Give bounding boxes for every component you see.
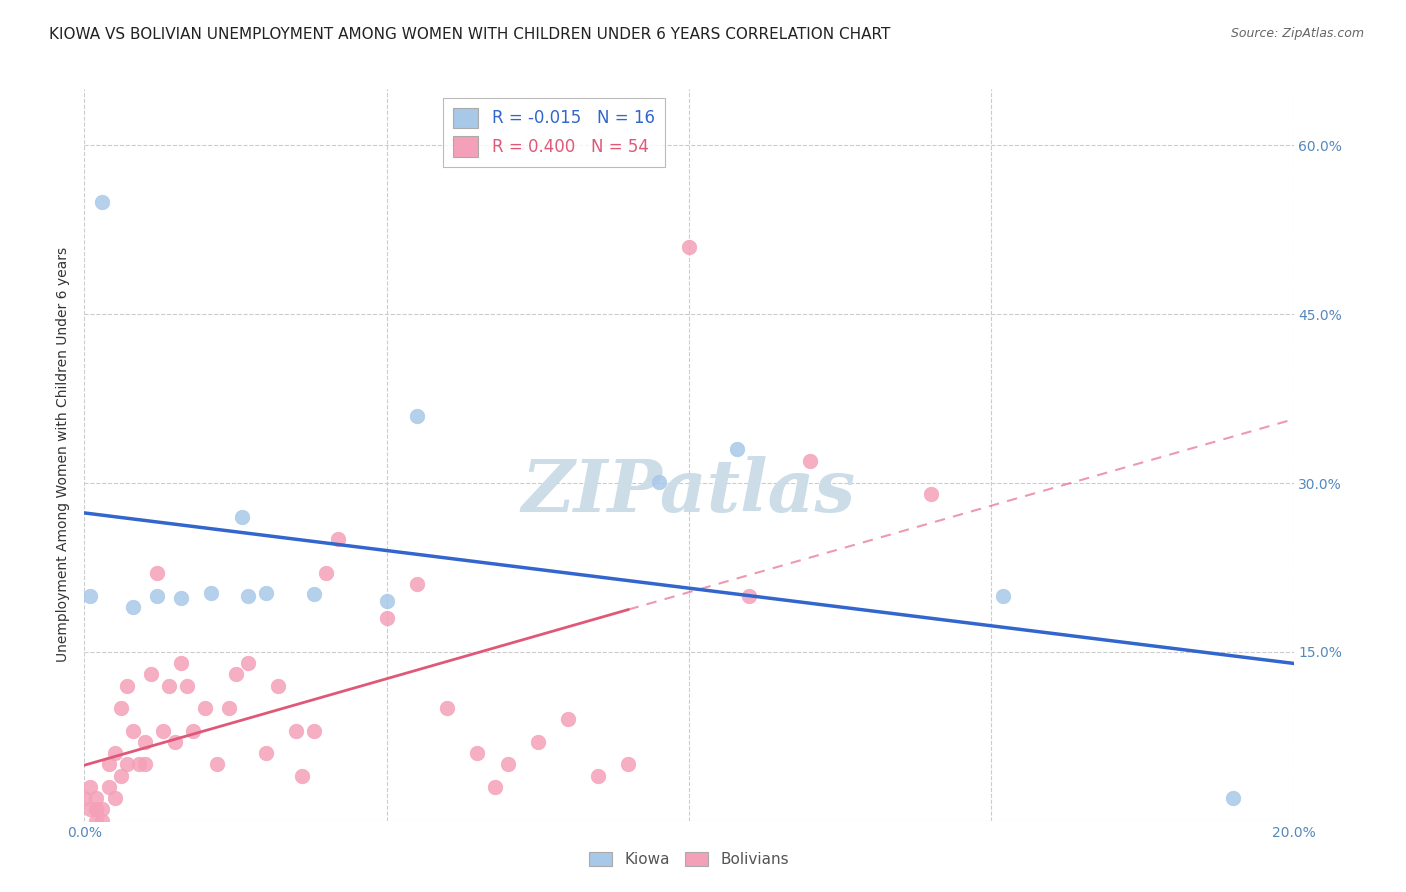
Point — [254, 746, 277, 760]
Point — [406, 409, 429, 423]
Point — [375, 611, 398, 625]
Point — [165, 735, 187, 749]
Point — [920, 487, 942, 501]
Point — [115, 679, 138, 693]
Point — [993, 589, 1015, 603]
Point — [121, 599, 143, 614]
Point — [799, 453, 821, 467]
Point — [91, 194, 114, 209]
Point — [725, 442, 748, 457]
Text: ZIPatlas: ZIPatlas — [522, 456, 856, 527]
Point — [678, 240, 700, 254]
Point — [79, 780, 101, 794]
Point — [110, 701, 132, 715]
Point — [86, 791, 108, 805]
Point — [291, 769, 314, 783]
Point — [170, 591, 193, 605]
Point — [527, 735, 550, 749]
Point — [86, 814, 108, 828]
Y-axis label: Unemployment Among Women with Children Under 6 years: Unemployment Among Women with Children U… — [56, 247, 70, 663]
Point — [375, 594, 398, 608]
Point — [207, 757, 229, 772]
Point — [254, 586, 277, 600]
Point — [315, 566, 337, 580]
Point — [200, 586, 222, 600]
Point — [128, 757, 150, 772]
Point — [557, 712, 579, 726]
Point — [231, 509, 253, 524]
Point — [152, 723, 174, 738]
Point — [1222, 791, 1244, 805]
Point — [134, 757, 156, 772]
Point — [86, 802, 108, 816]
Point — [181, 723, 204, 738]
Point — [496, 757, 519, 772]
Point — [467, 746, 489, 760]
Point — [139, 667, 162, 681]
Text: Source: ZipAtlas.com: Source: ZipAtlas.com — [1230, 27, 1364, 40]
Point — [225, 667, 247, 681]
Text: KIOWA VS BOLIVIAN UNEMPLOYMENT AMONG WOMEN WITH CHILDREN UNDER 6 YEARS CORRELATI: KIOWA VS BOLIVIAN UNEMPLOYMENT AMONG WOM… — [49, 27, 890, 42]
Point — [146, 566, 169, 580]
Point — [406, 577, 429, 591]
Point — [91, 814, 114, 828]
Point — [91, 802, 114, 816]
Point — [285, 723, 308, 738]
Point — [97, 780, 120, 794]
Point — [110, 769, 132, 783]
Point — [302, 587, 325, 601]
Point — [115, 757, 138, 772]
Point — [104, 746, 127, 760]
Point — [134, 735, 156, 749]
Point — [73, 791, 96, 805]
Point — [236, 589, 259, 603]
Point — [146, 589, 169, 603]
Point — [738, 589, 761, 603]
Point — [170, 656, 193, 670]
Point — [648, 475, 671, 489]
Legend: Kiowa, Bolivians: Kiowa, Bolivians — [585, 847, 793, 871]
Point — [267, 679, 290, 693]
Point — [79, 802, 101, 816]
Point — [97, 757, 120, 772]
Point — [617, 757, 640, 772]
Point — [588, 769, 610, 783]
Point — [157, 679, 180, 693]
Point — [484, 780, 506, 794]
Point — [328, 533, 350, 547]
Point — [218, 701, 240, 715]
Point — [236, 656, 259, 670]
Point — [79, 589, 101, 603]
Point — [436, 701, 458, 715]
Point — [121, 723, 143, 738]
Point — [176, 679, 198, 693]
Point — [302, 723, 325, 738]
Point — [194, 701, 217, 715]
Point — [104, 791, 127, 805]
